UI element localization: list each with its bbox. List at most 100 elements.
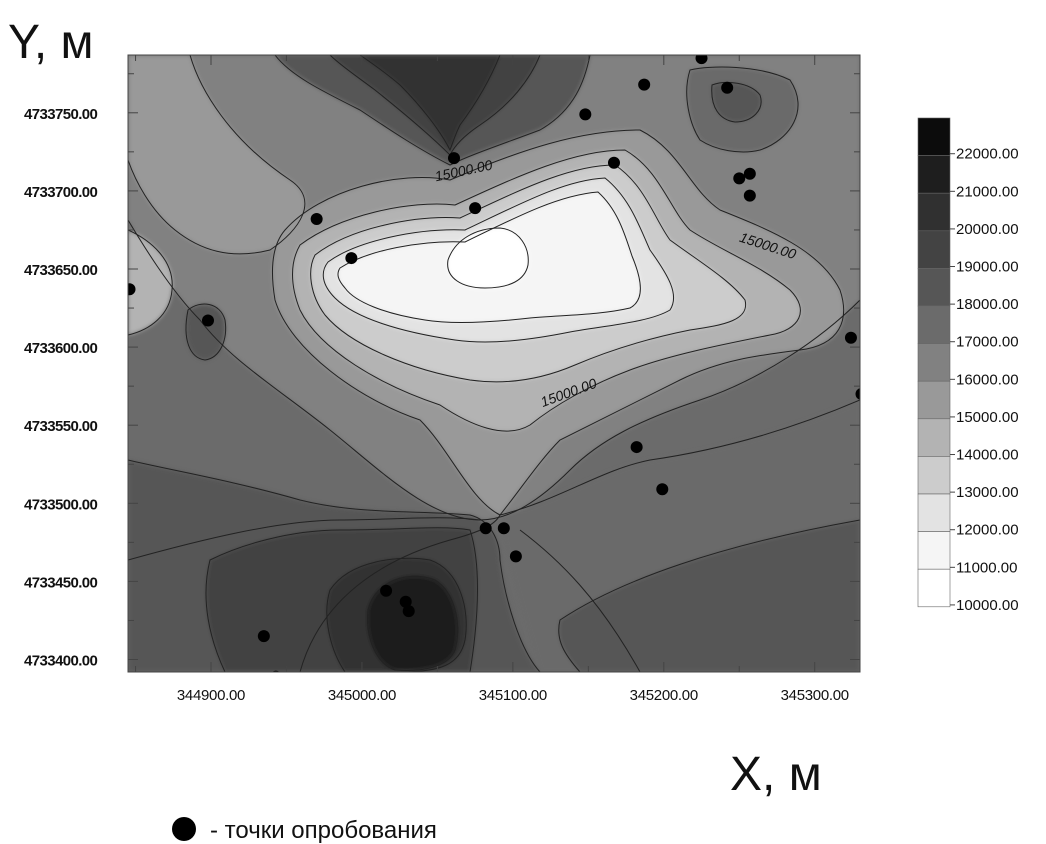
sample-point bbox=[844, 331, 857, 344]
x-axis-title: X, м bbox=[730, 748, 822, 801]
sample-point bbox=[656, 483, 669, 496]
y-tick-label: 4733400.00 bbox=[24, 653, 98, 670]
sample-point bbox=[479, 522, 492, 535]
contour-line-right-blob-2 bbox=[711, 82, 762, 123]
y-tick-label: 4733450.00 bbox=[24, 574, 98, 591]
contour-line-bottom-1 bbox=[128, 459, 541, 672]
sample-point bbox=[855, 388, 860, 400]
contour-line-swirl-2 bbox=[519, 529, 641, 672]
sample-point bbox=[638, 78, 651, 91]
contour-line-top-left bbox=[128, 55, 306, 255]
x-tick-label: 345200.00 bbox=[630, 687, 698, 704]
contour-line-right-lower-2 bbox=[558, 519, 860, 672]
contour-line-right-lower-1 bbox=[499, 399, 860, 516]
colorbar: 22000.00 21000.00 20000.00 19000.00 18000.00… bbox=[917, 117, 1019, 614]
legend-marker bbox=[172, 817, 196, 841]
sample-point bbox=[509, 550, 522, 563]
y-tick-label: 4733750.00 bbox=[24, 106, 98, 123]
colorbar-label: 14000.00 bbox=[956, 447, 1019, 464]
colorbar-label: 13000.00 bbox=[956, 484, 1019, 501]
contour-line-bottom-3 bbox=[326, 557, 467, 672]
colorbar-label: 15000.00 bbox=[956, 409, 1019, 426]
y-tick-labels: 4733750.00 4733700.00 4733650.00 4733600.00… bbox=[24, 106, 98, 670]
colorbar-swatch bbox=[917, 456, 951, 495]
sample-point bbox=[607, 156, 620, 169]
contour-band-left-light bbox=[128, 55, 305, 254]
colorbar-swatch bbox=[917, 192, 951, 232]
x-tick-label: 345000.00 bbox=[328, 687, 396, 704]
colorbar-swatch bbox=[917, 343, 951, 382]
contour-line-top-1 bbox=[274, 55, 591, 166]
sample-point bbox=[402, 605, 415, 618]
legend-label: - точки опробования bbox=[210, 817, 437, 844]
y-tick-label: 4733700.00 bbox=[24, 184, 98, 201]
x-tick-label: 344900.00 bbox=[177, 687, 245, 704]
contour-line-top-3 bbox=[359, 55, 501, 152]
sample-point bbox=[201, 314, 214, 327]
contour-line-bottom-2 bbox=[205, 527, 478, 672]
colorbar-label: 10000.00 bbox=[956, 597, 1019, 614]
colorbar-label: 12000.00 bbox=[956, 522, 1019, 539]
y-tick-label: 4733550.00 bbox=[24, 418, 98, 435]
colorbar-label: 21000.00 bbox=[956, 183, 1019, 200]
sample-point bbox=[257, 630, 270, 643]
contour-line-lower-left bbox=[128, 517, 481, 561]
contour-line-right-blob-1 bbox=[686, 66, 799, 153]
contour-line-left-blob bbox=[185, 303, 227, 361]
sample-point bbox=[743, 189, 756, 202]
contour-line-bottom-4 bbox=[367, 575, 459, 671]
sample-point bbox=[497, 522, 510, 535]
contour-band-left-edge bbox=[128, 230, 173, 335]
sample-point bbox=[630, 441, 643, 454]
sample-point bbox=[380, 584, 393, 597]
colorbar-swatch bbox=[917, 268, 951, 307]
colorbar-swatch bbox=[917, 155, 951, 194]
tick-marks bbox=[128, 55, 860, 672]
sample-point bbox=[399, 595, 412, 608]
colorbar-label: 19000.00 bbox=[956, 259, 1019, 276]
legend: - точки опробования bbox=[172, 817, 437, 844]
colorbar-label: 18000.00 bbox=[956, 296, 1019, 313]
contour-line-10000 bbox=[447, 227, 529, 289]
sample-point bbox=[128, 283, 136, 296]
contour-line-13000 bbox=[310, 164, 747, 383]
colorbar-label: 22000.00 bbox=[956, 146, 1019, 163]
x-tick-label: 345300.00 bbox=[781, 687, 849, 704]
sample-point bbox=[448, 152, 461, 165]
contour-line-15000 bbox=[271, 129, 845, 516]
sample-points bbox=[128, 55, 860, 672]
contour-line-14000 bbox=[292, 149, 801, 432]
contour-band-10000 bbox=[447, 228, 529, 288]
sample-point bbox=[345, 252, 358, 265]
contour-line-12000 bbox=[322, 177, 675, 343]
contour-band-right-lower-2 bbox=[558, 520, 860, 672]
contour-fills bbox=[128, 55, 860, 672]
colorbar-swatch bbox=[917, 305, 951, 344]
colorbar-label: 17000.00 bbox=[956, 334, 1019, 351]
colorbar-swatch bbox=[917, 230, 951, 269]
y-tick-label: 4733650.00 bbox=[24, 262, 98, 279]
colorbar-swatch bbox=[917, 380, 951, 420]
colorbar-label: 20000.00 bbox=[956, 221, 1019, 238]
colorbar-swatch bbox=[917, 568, 951, 608]
y-axis-title: Y, м bbox=[8, 16, 94, 69]
x-tick-labels: 344900.00 345000.00 345100.00 345200.00 3453… bbox=[177, 687, 849, 704]
contour-lines bbox=[128, 55, 860, 672]
contour-band-bottom-4 bbox=[367, 576, 458, 671]
sample-point bbox=[579, 108, 592, 121]
sample-point bbox=[733, 172, 746, 185]
colorbar-label: 16000.00 bbox=[956, 371, 1019, 388]
colorbar-swatch bbox=[917, 117, 951, 156]
contour-band-top-dark-3 bbox=[360, 55, 500, 150]
colorbar-swatch bbox=[917, 531, 951, 570]
sample-point bbox=[695, 55, 708, 65]
plot-frame bbox=[127, 54, 861, 673]
sample-point bbox=[721, 81, 734, 94]
x-tick-label: 345100.00 bbox=[479, 687, 547, 704]
y-tick-label: 4733600.00 bbox=[24, 340, 98, 357]
colorbar-swatch bbox=[917, 418, 951, 457]
contour-band-left-blob bbox=[185, 304, 226, 360]
contour-line-11000 bbox=[337, 191, 641, 324]
